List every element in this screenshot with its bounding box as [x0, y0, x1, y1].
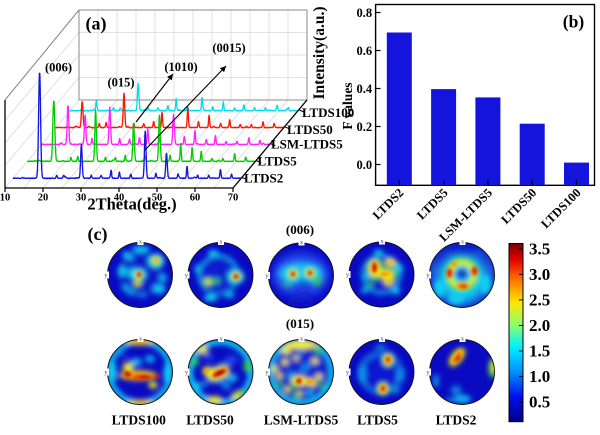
svg-text:LTDS2: LTDS2 — [244, 171, 283, 186]
svg-text:y: y — [185, 369, 189, 376]
svg-text:x: x — [219, 239, 223, 246]
svg-text:y: y — [265, 369, 269, 376]
svg-text:LTDS50: LTDS50 — [287, 122, 333, 137]
svg-text:(a): (a) — [86, 14, 107, 35]
svg-text:x: x — [300, 239, 304, 246]
svg-text:y: y — [346, 369, 350, 376]
svg-text:x: x — [300, 336, 304, 343]
svg-text:0.5: 0.5 — [529, 393, 550, 412]
svg-text:x: x — [139, 239, 143, 246]
svg-text:0.6: 0.6 — [356, 44, 372, 58]
svg-text:LTDS100: LTDS100 — [302, 105, 354, 120]
svg-text:0.4: 0.4 — [356, 82, 372, 96]
svg-text:LTDS5: LTDS5 — [357, 413, 398, 428]
svg-text:y: y — [426, 369, 430, 376]
svg-text:y: y — [346, 272, 350, 279]
svg-text:(c): (c) — [88, 224, 108, 245]
svg-text:(006): (006) — [286, 222, 314, 237]
svg-text:2.5: 2.5 — [529, 290, 550, 309]
svg-text:x: x — [380, 238, 384, 245]
svg-text:LSM-LTDS5: LSM-LTDS5 — [264, 413, 339, 428]
svg-text:2.0: 2.0 — [529, 316, 550, 335]
svg-text:F values: F values — [340, 82, 355, 129]
svg-text:LTDS2: LTDS2 — [436, 413, 477, 428]
svg-text:40: 40 — [114, 193, 125, 204]
svg-text:(006): (006) — [45, 61, 72, 75]
svg-text:0.0: 0.0 — [356, 158, 372, 172]
svg-text:(015): (015) — [107, 76, 134, 90]
svg-text:(015): (015) — [286, 316, 314, 331]
svg-text:LTDS100: LTDS100 — [112, 413, 167, 428]
svg-text:y: y — [185, 272, 189, 279]
svg-text:LTDS50: LTDS50 — [186, 413, 234, 428]
svg-text:2Theta(deg.): 2Theta(deg.) — [87, 195, 176, 214]
svg-text:x: x — [219, 336, 223, 343]
svg-text:(0015): (0015) — [212, 41, 245, 55]
svg-text:Intensity(a.u.): Intensity(a.u.) — [311, 6, 328, 99]
svg-text:1.5: 1.5 — [529, 342, 550, 361]
svg-text:3.5: 3.5 — [529, 239, 550, 258]
svg-text:y: y — [265, 273, 269, 280]
svg-text:(b): (b) — [563, 12, 585, 32]
svg-text:30: 30 — [76, 193, 87, 204]
svg-text:60: 60 — [190, 193, 201, 204]
svg-text:y: y — [104, 369, 108, 376]
svg-text:50: 50 — [152, 193, 163, 204]
svg-text:1.0: 1.0 — [529, 367, 550, 386]
svg-text:LTDS5: LTDS5 — [258, 154, 298, 169]
svg-text:(1010): (1010) — [164, 60, 197, 74]
svg-text:x: x — [380, 336, 384, 343]
svg-text:y: y — [104, 272, 108, 279]
svg-text:10: 10 — [0, 193, 10, 204]
svg-text:x: x — [461, 336, 465, 343]
svg-text:LSM-LTDS5: LSM-LTDS5 — [271, 137, 343, 152]
svg-text:x: x — [139, 336, 143, 343]
svg-text:0.2: 0.2 — [356, 120, 372, 134]
svg-text:x: x — [461, 239, 465, 246]
svg-text:20: 20 — [38, 193, 49, 204]
svg-text:y: y — [426, 272, 430, 279]
svg-text:70: 70 — [228, 193, 239, 204]
svg-text:3.0: 3.0 — [529, 265, 550, 284]
svg-text:0.8: 0.8 — [356, 6, 372, 20]
